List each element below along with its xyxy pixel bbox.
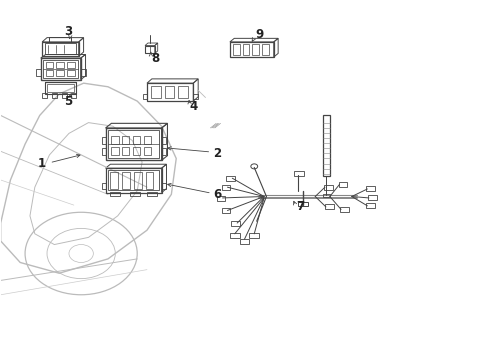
Bar bbox=[45, 43, 76, 54]
Bar bbox=[133, 147, 140, 155]
Bar bbox=[52, 93, 57, 98]
Bar bbox=[294, 171, 304, 176]
Bar bbox=[108, 130, 158, 158]
Text: 8: 8 bbox=[151, 51, 160, 64]
Bar bbox=[143, 136, 151, 144]
Bar bbox=[102, 148, 106, 155]
Bar bbox=[110, 172, 118, 189]
Bar bbox=[221, 208, 230, 213]
Text: 6: 6 bbox=[213, 188, 222, 201]
Bar bbox=[67, 70, 75, 76]
Bar bbox=[134, 172, 142, 189]
Text: 4: 4 bbox=[189, 100, 197, 113]
Bar bbox=[232, 44, 239, 55]
Bar bbox=[147, 192, 157, 196]
Text: 2: 2 bbox=[213, 147, 221, 159]
Bar bbox=[45, 70, 53, 76]
Bar bbox=[252, 44, 259, 55]
Bar bbox=[366, 186, 374, 192]
Bar bbox=[111, 147, 119, 155]
Bar bbox=[216, 196, 225, 201]
Bar bbox=[242, 44, 249, 55]
Bar bbox=[61, 93, 66, 98]
Bar bbox=[226, 176, 235, 181]
Bar bbox=[105, 128, 161, 160]
Bar bbox=[325, 204, 333, 210]
Bar bbox=[111, 136, 119, 144]
Bar bbox=[45, 62, 53, 68]
Bar bbox=[249, 233, 259, 238]
Bar bbox=[49, 37, 71, 42]
Bar bbox=[339, 207, 348, 212]
Text: 9: 9 bbox=[254, 28, 263, 41]
Bar bbox=[322, 116, 330, 176]
Bar bbox=[229, 233, 239, 238]
Bar bbox=[56, 62, 64, 68]
Bar bbox=[262, 44, 268, 55]
Bar bbox=[42, 42, 79, 56]
Bar bbox=[81, 69, 85, 76]
Bar bbox=[338, 182, 346, 187]
Bar bbox=[367, 195, 376, 201]
Bar bbox=[231, 221, 240, 226]
Bar bbox=[43, 60, 78, 78]
Bar bbox=[108, 170, 158, 190]
Bar bbox=[105, 168, 161, 193]
Text: 3: 3 bbox=[64, 25, 72, 38]
Bar bbox=[56, 70, 64, 76]
Bar bbox=[161, 148, 165, 155]
Bar bbox=[130, 192, 140, 196]
Bar bbox=[178, 86, 187, 98]
Bar bbox=[102, 183, 106, 189]
Bar bbox=[366, 203, 374, 208]
Bar bbox=[239, 239, 249, 244]
Bar bbox=[145, 172, 153, 189]
Bar bbox=[47, 84, 74, 92]
Bar bbox=[67, 62, 75, 68]
Text: 5: 5 bbox=[64, 95, 72, 108]
Bar bbox=[36, 69, 41, 76]
Bar bbox=[71, 93, 76, 98]
Bar bbox=[41, 58, 81, 80]
Text: 7: 7 bbox=[296, 201, 304, 213]
Bar bbox=[42, 93, 47, 98]
Text: 1: 1 bbox=[38, 157, 46, 170]
Bar bbox=[143, 94, 147, 99]
Bar bbox=[102, 137, 106, 144]
Bar bbox=[151, 86, 160, 98]
Bar bbox=[147, 83, 193, 101]
Bar bbox=[44, 82, 76, 94]
Bar bbox=[161, 183, 165, 189]
Bar bbox=[122, 147, 129, 155]
Bar bbox=[193, 94, 197, 99]
Bar bbox=[133, 136, 140, 144]
Bar bbox=[122, 172, 130, 189]
Bar bbox=[122, 136, 129, 144]
Bar bbox=[229, 42, 273, 57]
Bar bbox=[221, 185, 230, 190]
Bar bbox=[161, 137, 165, 144]
Bar bbox=[298, 202, 307, 206]
Bar bbox=[164, 86, 174, 98]
Bar bbox=[324, 185, 332, 190]
Bar bbox=[143, 147, 151, 155]
Bar bbox=[110, 192, 120, 196]
Bar bbox=[322, 194, 330, 197]
Bar bbox=[145, 45, 155, 53]
